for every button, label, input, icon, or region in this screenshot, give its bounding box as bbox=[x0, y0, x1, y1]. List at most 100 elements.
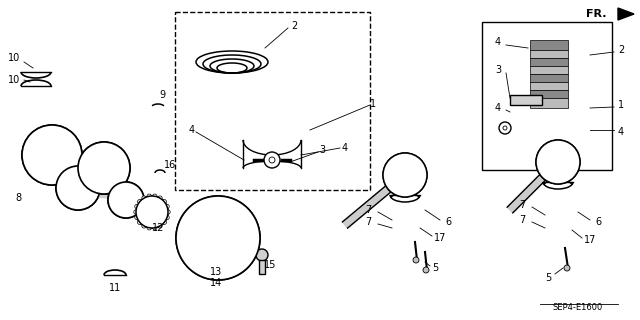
Circle shape bbox=[264, 152, 280, 168]
Circle shape bbox=[22, 125, 82, 185]
Text: 4: 4 bbox=[189, 125, 195, 135]
Polygon shape bbox=[78, 166, 108, 198]
Bar bbox=[530, 58, 568, 66]
Text: 8: 8 bbox=[15, 193, 21, 203]
Circle shape bbox=[138, 199, 142, 204]
Circle shape bbox=[136, 196, 168, 228]
Circle shape bbox=[158, 196, 162, 200]
Text: 6: 6 bbox=[445, 217, 451, 227]
Circle shape bbox=[165, 204, 169, 209]
Text: 7: 7 bbox=[519, 200, 525, 210]
Text: 6: 6 bbox=[595, 217, 601, 227]
Bar bbox=[530, 90, 568, 98]
Text: 14: 14 bbox=[210, 278, 222, 288]
Bar bbox=[530, 98, 568, 108]
Polygon shape bbox=[618, 8, 634, 20]
Text: 9: 9 bbox=[159, 90, 165, 100]
Text: 10: 10 bbox=[8, 53, 20, 63]
Text: 5: 5 bbox=[545, 273, 551, 283]
Text: 16: 16 bbox=[164, 160, 176, 170]
Circle shape bbox=[152, 194, 157, 198]
Circle shape bbox=[108, 182, 144, 218]
Circle shape bbox=[92, 156, 116, 180]
Text: 2: 2 bbox=[618, 45, 624, 55]
Text: 11: 11 bbox=[109, 283, 121, 293]
Circle shape bbox=[56, 166, 100, 210]
Bar bbox=[259, 260, 265, 274]
Text: 7: 7 bbox=[519, 215, 525, 225]
Circle shape bbox=[165, 215, 169, 220]
Circle shape bbox=[200, 220, 236, 256]
Circle shape bbox=[68, 178, 88, 198]
Bar bbox=[530, 82, 568, 90]
Text: 15: 15 bbox=[264, 260, 276, 270]
Bar bbox=[510, 95, 542, 105]
Circle shape bbox=[56, 166, 100, 210]
Circle shape bbox=[158, 224, 162, 228]
Circle shape bbox=[162, 220, 166, 225]
Bar bbox=[482, 22, 612, 170]
Circle shape bbox=[147, 226, 152, 230]
Circle shape bbox=[536, 140, 580, 184]
Text: 4: 4 bbox=[495, 103, 501, 113]
Circle shape bbox=[383, 153, 427, 197]
Circle shape bbox=[210, 230, 226, 246]
Circle shape bbox=[394, 164, 416, 186]
Bar bbox=[175, 12, 370, 190]
Bar bbox=[530, 40, 568, 50]
Circle shape bbox=[269, 157, 275, 163]
Circle shape bbox=[78, 142, 130, 194]
Circle shape bbox=[144, 204, 160, 220]
Circle shape bbox=[147, 194, 152, 198]
Circle shape bbox=[162, 199, 166, 204]
Circle shape bbox=[547, 151, 569, 173]
Text: 12: 12 bbox=[152, 223, 164, 233]
Circle shape bbox=[136, 196, 168, 228]
Circle shape bbox=[135, 215, 139, 220]
Text: 17: 17 bbox=[584, 235, 596, 245]
Circle shape bbox=[142, 224, 146, 228]
Bar bbox=[530, 66, 568, 74]
Circle shape bbox=[22, 125, 82, 185]
Text: 5: 5 bbox=[432, 263, 438, 273]
Circle shape bbox=[188, 208, 248, 268]
Circle shape bbox=[383, 153, 427, 197]
Text: 17: 17 bbox=[434, 233, 446, 243]
Circle shape bbox=[503, 126, 507, 130]
Bar bbox=[530, 50, 568, 58]
Circle shape bbox=[108, 182, 144, 218]
Text: 13: 13 bbox=[210, 267, 222, 277]
Circle shape bbox=[256, 249, 268, 261]
Circle shape bbox=[134, 210, 138, 214]
Circle shape bbox=[152, 226, 157, 230]
Text: 4: 4 bbox=[495, 37, 501, 47]
Text: SEP4-E1600: SEP4-E1600 bbox=[553, 303, 603, 313]
Circle shape bbox=[176, 196, 260, 280]
Circle shape bbox=[78, 142, 130, 194]
Circle shape bbox=[38, 141, 66, 169]
Text: 4: 4 bbox=[618, 127, 624, 137]
Text: 2: 2 bbox=[291, 21, 297, 31]
Polygon shape bbox=[507, 159, 561, 213]
Text: 4: 4 bbox=[342, 143, 348, 153]
Circle shape bbox=[135, 204, 139, 209]
Text: 3: 3 bbox=[495, 65, 501, 75]
Circle shape bbox=[564, 265, 570, 271]
Text: FR.: FR. bbox=[586, 9, 606, 19]
Circle shape bbox=[166, 210, 170, 214]
Text: 1: 1 bbox=[618, 100, 624, 110]
Circle shape bbox=[142, 196, 146, 200]
Text: 7: 7 bbox=[365, 217, 371, 227]
Circle shape bbox=[176, 196, 260, 280]
Text: 10: 10 bbox=[8, 75, 20, 85]
Bar bbox=[530, 74, 568, 82]
Polygon shape bbox=[342, 172, 408, 228]
Text: 7: 7 bbox=[365, 205, 371, 215]
Circle shape bbox=[413, 257, 419, 263]
Polygon shape bbox=[52, 155, 82, 188]
Circle shape bbox=[536, 140, 580, 184]
Circle shape bbox=[499, 122, 511, 134]
Text: 1: 1 bbox=[370, 99, 376, 109]
Circle shape bbox=[138, 220, 142, 225]
Circle shape bbox=[423, 267, 429, 273]
